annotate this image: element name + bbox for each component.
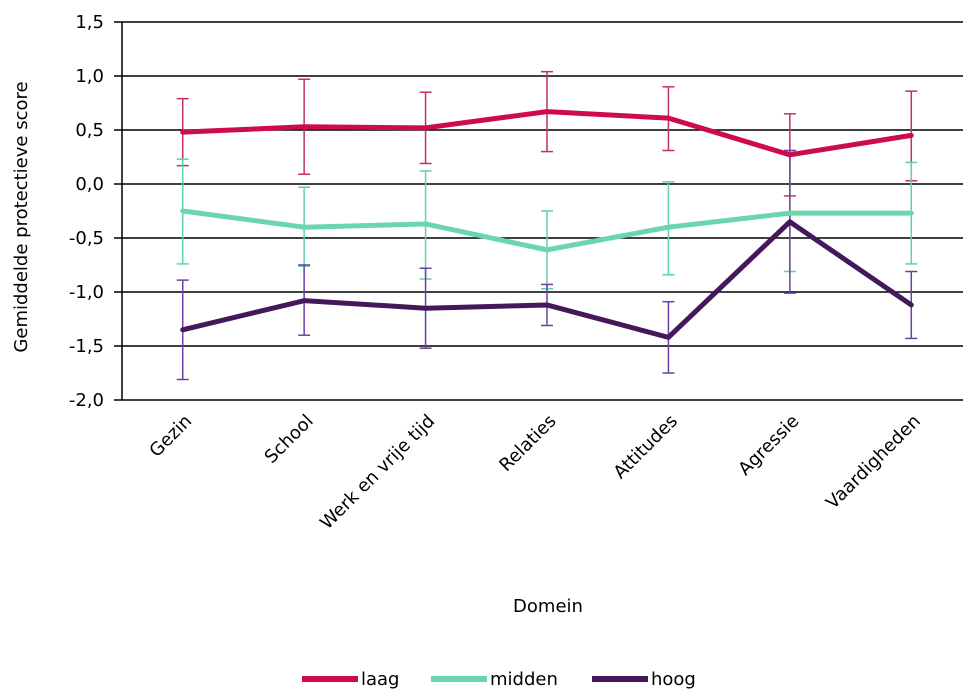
- x-category-label: Vaardigheden: [822, 411, 925, 514]
- x-axis-title: Domein: [513, 596, 583, 617]
- x-category-label: Werk en vrije tijd: [316, 411, 439, 534]
- legend: laag midden hoog: [302, 669, 696, 690]
- x-category-label: School: [261, 411, 318, 468]
- y-axis-title: Gemiddelde protectieve score: [11, 81, 32, 352]
- series-line-laag: [180, 109, 914, 158]
- x-category-label: Relaties: [495, 411, 560, 476]
- y-tick-label: 0,0: [75, 174, 104, 195]
- x-category-label: Agressie: [734, 411, 803, 480]
- legend-label-midden: midden: [490, 669, 558, 690]
- y-tick-label: -0,5: [69, 228, 104, 249]
- y-axis-ticks: 1,5 1,0 0,5 0,0 -0,5 -1,0 -1,5 -2,0: [69, 12, 104, 411]
- series-lines: [180, 109, 914, 340]
- legend-label-hoog: hoog: [651, 669, 696, 690]
- y-tick-label: 0,5: [75, 120, 104, 141]
- legend-label-laag: laag: [361, 669, 400, 690]
- x-category-label: Attitudes: [610, 411, 682, 483]
- y-tick-label: -1,5: [69, 336, 104, 357]
- series-line-hoog: [180, 219, 914, 340]
- y-tick-label: 1,5: [75, 12, 104, 33]
- y-tick-label: -2,0: [69, 390, 104, 411]
- y-tick-label: -1,0: [69, 282, 104, 303]
- series-line-midden: [180, 208, 914, 253]
- y-tick-label: 1,0: [75, 66, 104, 87]
- x-category-label: Gezin: [145, 411, 196, 462]
